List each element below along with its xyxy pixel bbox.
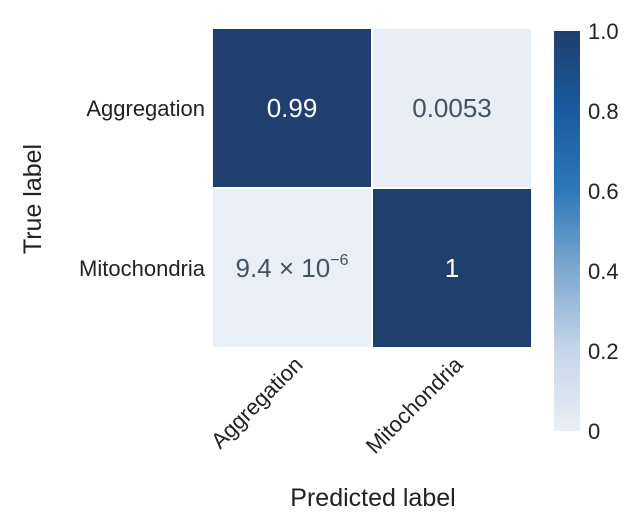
heatmap-cell-r0-c0 — [213, 29, 371, 187]
heatmap-cell-labels: 0.99 0.0053 9.4 × 10−6 1 — [236, 93, 492, 283]
y-tick-label-mitochondria: Mitochondria — [79, 256, 206, 281]
heatmap-cell-value-exponent: −6 — [330, 252, 348, 269]
colorbar-tick-label: 0.2 — [588, 339, 619, 364]
heatmap-cell-value-r0-c0: 0.99 — [267, 93, 318, 123]
heatmap-cell-value-base: 9.4 × 10 — [236, 253, 331, 283]
colorbar-tick-label: 0 — [588, 419, 600, 444]
x-axis-title: Predicted label — [290, 484, 455, 512]
colorbar-gradient — [554, 31, 580, 431]
x-tick-label-aggregation: Aggregation — [206, 352, 308, 454]
x-tick-label-mitochondria: Mitochondria — [361, 351, 468, 458]
x-axis-tick-labels: Aggregation Mitochondria — [206, 351, 468, 458]
heatmap-cell-r0-c1 — [373, 29, 531, 187]
colorbar: 0 0.2 0.4 0.6 0.8 1.0 — [554, 19, 619, 444]
heatmap-cell-r1-c1 — [373, 189, 531, 347]
y-axis-title: True label — [19, 144, 47, 254]
y-tick-label-aggregation: Aggregation — [86, 96, 205, 121]
heatmap-cells — [213, 29, 531, 347]
colorbar-tick-labels: 0 0.2 0.4 0.6 0.8 1.0 — [588, 19, 619, 444]
colorbar-tick-label: 0.8 — [588, 99, 619, 124]
colorbar-tick-label: 1.0 — [588, 19, 619, 44]
colorbar-tick-label: 0.6 — [588, 179, 619, 204]
heatmap-cell-value-r0-c1: 0.0053 — [412, 93, 492, 123]
colorbar-tick-label: 0.4 — [588, 259, 619, 284]
y-axis-tick-labels: Aggregation Mitochondria — [79, 96, 206, 281]
heatmap-cell-r1-c0 — [213, 189, 371, 347]
heatmap-cell-value-r1-c0: 9.4 × 10−6 — [236, 252, 349, 283]
heatmap-cell-value-r1-c1: 1 — [445, 253, 459, 283]
